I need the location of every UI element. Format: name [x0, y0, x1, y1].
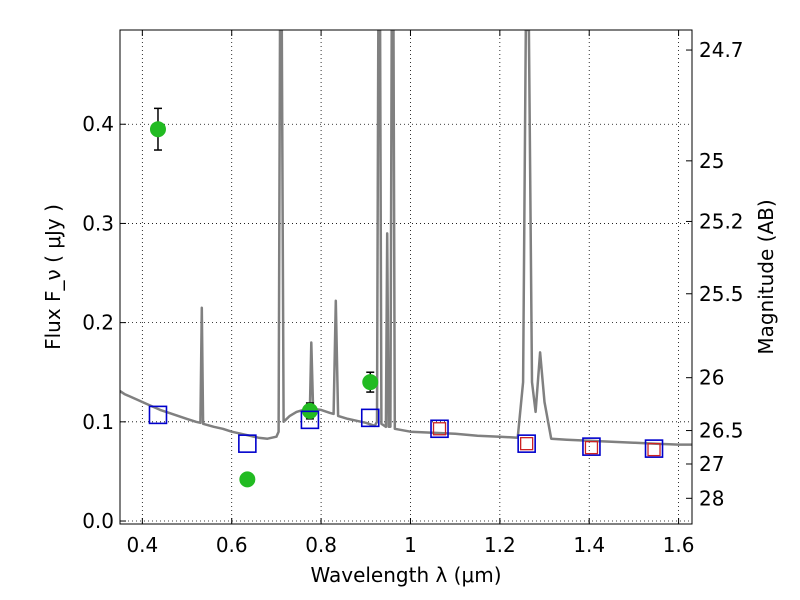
y-tick-label: 0.0 [82, 509, 114, 533]
model-photometry-square [360, 408, 380, 428]
ticks-layer: 0.4 0.6 0.8 1 1.2 1.4 1.6 0.0 0.1 0.2 0.3 0.4 24.7 25… [82, 30, 744, 557]
x-tick-label: 0.6 [216, 533, 248, 557]
right-tick-label: 24.7 [699, 38, 744, 62]
right-tick-label: 25.5 [699, 282, 744, 306]
alt-model-photometry-square [647, 442, 661, 457]
model-photometry-square [300, 410, 320, 430]
model-spectrum-line [120, 30, 692, 446]
right-tick-label: 26.5 [699, 419, 744, 443]
x-tick-label: 1.4 [573, 533, 605, 557]
y-tick-label: 0.4 [82, 112, 114, 136]
y-tick-label: 0.3 [82, 211, 114, 235]
y-tick-label: 0.2 [82, 311, 114, 335]
model-photometry-square [644, 439, 664, 458]
x-axis-label: Wavelength λ (μm) [310, 563, 501, 587]
x-tick-label: 1.6 [663, 533, 695, 557]
x-tick-label: 0.8 [305, 533, 337, 557]
x-tick-label: 0.4 [126, 533, 158, 557]
model-photometry-square [430, 419, 449, 439]
x-tick-label: 1.2 [484, 533, 516, 557]
y-axis-label: Flux F_ν ( μJy ) [41, 204, 65, 350]
right-tick-label: 28 [699, 486, 724, 510]
observed-flux-point [362, 374, 379, 391]
right-axis-label: Magnitude (AB) [754, 199, 778, 354]
right-tick-label: 26 [699, 366, 724, 390]
grid [120, 30, 692, 524]
x-tick-label: 1 [404, 533, 417, 557]
model-photometry-square [148, 405, 168, 425]
y-tick-label: 0.1 [82, 410, 114, 434]
model-photometry-square [582, 437, 601, 456]
plot-frame [119, 29, 693, 525]
right-tick-label: 25.2 [699, 209, 744, 233]
alt-model-photometry-square [432, 422, 447, 436]
observed-flux-point [239, 471, 256, 488]
series-layer [120, 30, 692, 488]
observed-flux-point [149, 121, 166, 138]
right-tick-label: 27 [699, 452, 724, 476]
alt-model-photometry-square [584, 440, 599, 455]
model-photometry-square [517, 434, 536, 453]
model-photometry-square [238, 434, 257, 453]
alt-model-photometry-square [520, 437, 534, 451]
right-tick-label: 25 [699, 149, 724, 173]
